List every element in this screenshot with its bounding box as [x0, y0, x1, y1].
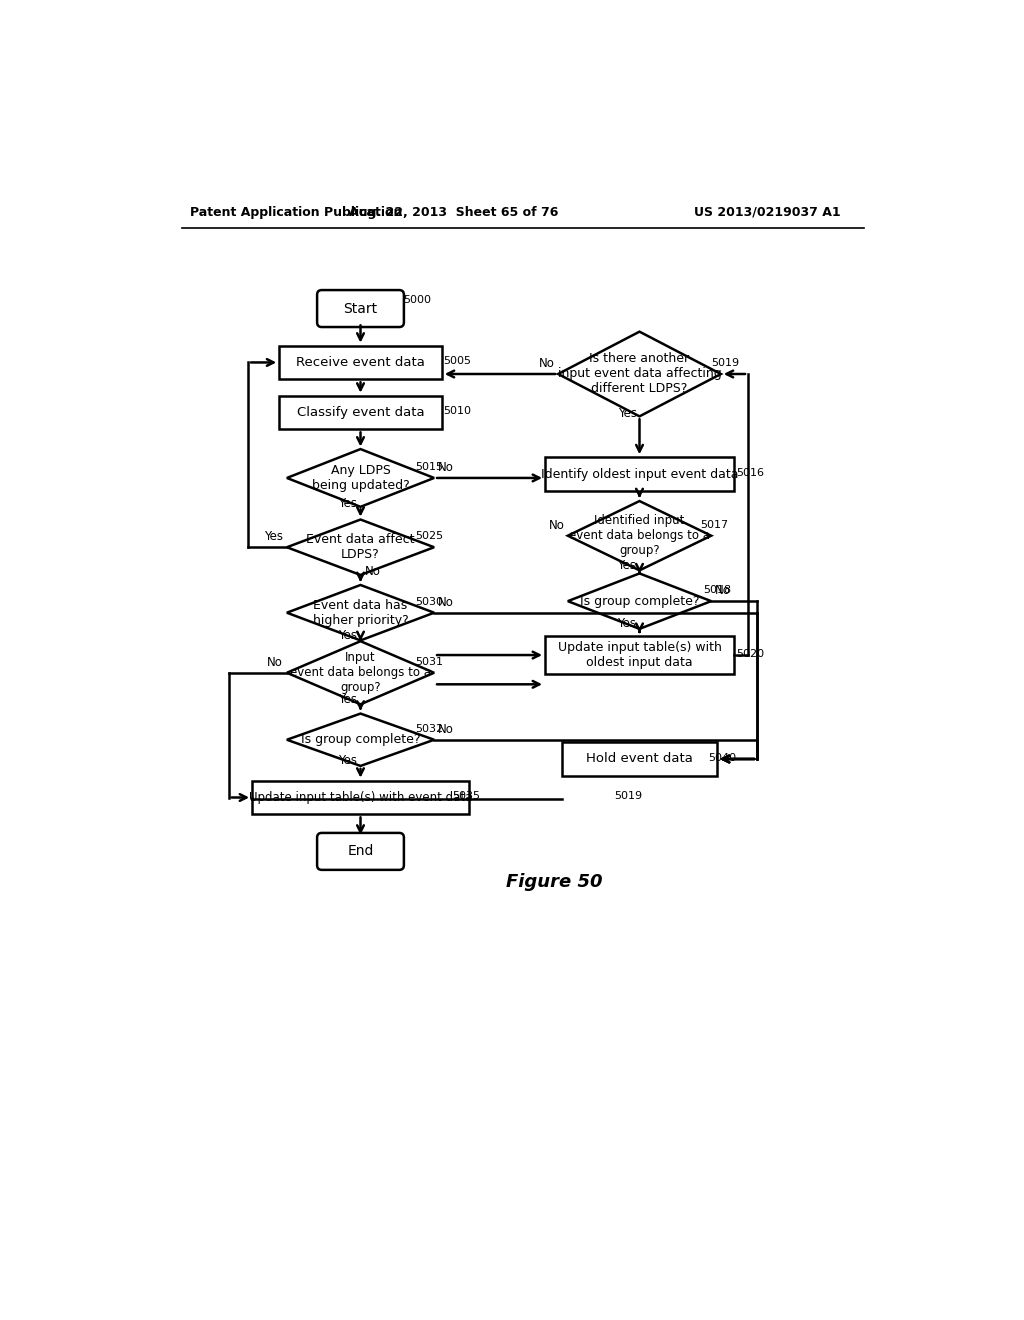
Text: Yes: Yes — [616, 618, 636, 631]
Text: Identified input
event data belongs to a
group?: Identified input event data belongs to a… — [569, 515, 710, 557]
Text: Is there another
input event data affecting
different LDPS?: Is there another input event data affect… — [558, 352, 721, 396]
Text: Yes: Yes — [264, 531, 283, 544]
Text: Event data has
higher priority?: Event data has higher priority? — [312, 599, 409, 627]
Text: No: No — [438, 461, 454, 474]
Text: 5032: 5032 — [415, 723, 442, 734]
Text: 5015: 5015 — [415, 462, 442, 471]
Text: Hold event data: Hold event data — [586, 752, 693, 766]
Text: 5016: 5016 — [736, 469, 764, 478]
Text: Yes: Yes — [338, 693, 356, 706]
Text: 5031: 5031 — [415, 656, 442, 667]
Text: 5017: 5017 — [700, 520, 728, 529]
Text: 5040: 5040 — [708, 752, 736, 763]
Text: Yes: Yes — [618, 407, 637, 420]
Text: Identify oldest input event data: Identify oldest input event data — [541, 467, 738, 480]
Text: Yes: Yes — [338, 498, 356, 511]
Text: Receive event data: Receive event data — [296, 356, 425, 370]
Text: Yes: Yes — [338, 628, 356, 642]
Text: Yes: Yes — [338, 755, 356, 767]
Text: Event data affect
LDPS?: Event data affect LDPS? — [306, 533, 415, 561]
Text: Is group complete?: Is group complete? — [580, 594, 699, 607]
Bar — [562, 742, 717, 776]
Text: No: No — [267, 656, 283, 669]
Text: 5010: 5010 — [443, 407, 471, 416]
Bar — [545, 636, 734, 675]
Text: No: No — [438, 595, 454, 609]
Text: 5019: 5019 — [613, 792, 642, 801]
Text: Update input table(s) with
oldest input data: Update input table(s) with oldest input … — [557, 642, 722, 669]
Text: Input
event data belongs to a
group?: Input event data belongs to a group? — [290, 651, 431, 694]
Text: Start: Start — [343, 301, 378, 315]
Text: Is group complete?: Is group complete? — [301, 733, 420, 746]
Text: No: No — [715, 585, 730, 598]
Text: No: No — [365, 565, 380, 578]
Bar — [280, 346, 442, 379]
Bar — [252, 780, 469, 814]
Text: No: No — [438, 723, 454, 737]
Text: 5035: 5035 — [452, 792, 480, 801]
Bar — [545, 457, 734, 491]
Text: 5030: 5030 — [415, 597, 442, 607]
Text: US 2013/0219037 A1: US 2013/0219037 A1 — [693, 206, 841, 219]
Text: No: No — [539, 358, 554, 370]
Text: 5019: 5019 — [711, 358, 739, 368]
Text: Classify event data: Classify event data — [297, 407, 424, 418]
Text: Patent Application Publication: Patent Application Publication — [190, 206, 402, 219]
Text: Update input table(s) with event data: Update input table(s) with event data — [249, 791, 472, 804]
Bar — [280, 396, 442, 429]
Text: 5000: 5000 — [403, 294, 431, 305]
Text: Figure 50: Figure 50 — [506, 874, 602, 891]
Text: Aug. 22, 2013  Sheet 65 of 76: Aug. 22, 2013 Sheet 65 of 76 — [349, 206, 558, 219]
Text: 5025: 5025 — [415, 531, 442, 541]
Text: Any LDPS
being updated?: Any LDPS being updated? — [311, 463, 410, 492]
Text: End: End — [347, 845, 374, 858]
Text: 5020: 5020 — [736, 649, 765, 659]
Text: 5005: 5005 — [443, 356, 471, 367]
Text: Yes: Yes — [616, 558, 636, 572]
Text: 5018: 5018 — [703, 585, 731, 595]
Text: No: No — [549, 519, 564, 532]
